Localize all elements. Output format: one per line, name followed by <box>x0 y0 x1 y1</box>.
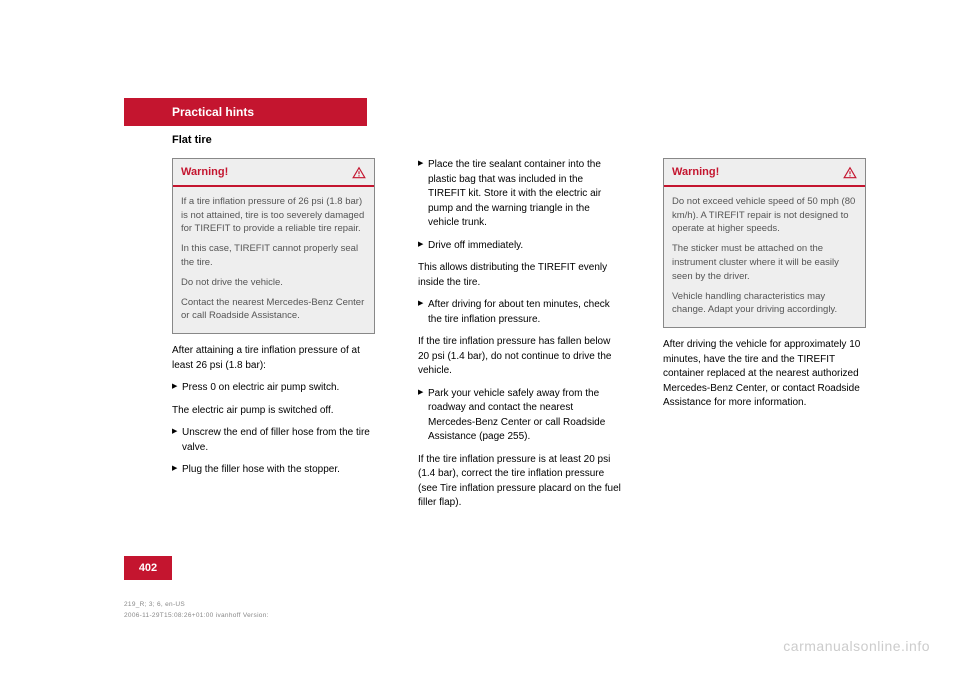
warning-text: The sticker must be attached on the inst… <box>672 242 857 283</box>
body-paragraph: After attaining a tire inflation pressur… <box>172 344 375 373</box>
warning-head: Warning! <box>173 159 374 185</box>
body-bullet: Plug the filler hose with the stopper. <box>172 463 375 478</box>
footer-line-1: 219_R; 3; 6, en-US <box>124 601 185 608</box>
warning-triangle-icon <box>843 166 857 180</box>
page-tab: Practical hints <box>124 98 367 126</box>
body-bullet: Place the tire sealant container into th… <box>418 158 621 231</box>
footer-line-2: 2006-11-29T15:08:26+01:00 ivanhoff Versi… <box>124 612 269 619</box>
warning-triangle-icon <box>352 166 366 180</box>
body-text-col2: Place the tire sealant container into th… <box>418 158 621 511</box>
warning-box-right: Warning! Do not exceed vehicle speed of … <box>663 158 866 328</box>
warning-text: Do not exceed vehicle speed of 50 mph (8… <box>672 195 857 236</box>
warning-text: Do not drive the vehicle. <box>181 276 366 290</box>
body-paragraph: This allows distributing the TIREFIT eve… <box>418 261 621 290</box>
column-3: Warning! Do not exceed vehicle speed of … <box>663 158 866 419</box>
warning-box-left: Warning! If a tire inflation pressure of… <box>172 158 375 334</box>
warning-body-right: Do not exceed vehicle speed of 50 mph (8… <box>664 187 865 327</box>
body-bullet: Drive off immediately. <box>418 239 621 254</box>
body-bullet: Press 0 on electric air pump switch. <box>172 381 375 396</box>
watermark: carmanualsonline.info <box>783 638 930 654</box>
body-paragraph: The electric air pump is switched off. <box>172 404 375 419</box>
body-text-col3: After driving the vehicle for approximat… <box>663 338 866 411</box>
warning-text: Vehicle handling characteristics may cha… <box>672 290 857 318</box>
warning-text: In this case, TIREFIT cannot properly se… <box>181 242 366 270</box>
body-paragraph: After driving the vehicle for approximat… <box>663 338 866 411</box>
warning-head: Warning! <box>664 159 865 185</box>
page-number: 402 <box>124 556 172 580</box>
body-bullet: Unscrew the end of filler hose from the … <box>172 426 375 455</box>
warning-title: Warning! <box>181 165 228 181</box>
body-paragraph: If the tire inflation pressure has falle… <box>418 335 621 379</box>
warning-text: Contact the nearest Mercedes-Benz Center… <box>181 296 366 324</box>
body-paragraph: If the tire inflation pressure is at lea… <box>418 453 621 511</box>
column-1: Warning! If a tire inflation pressure of… <box>172 158 375 486</box>
body-bullet: After driving for about ten minutes, che… <box>418 298 621 327</box>
column-2: Place the tire sealant container into th… <box>418 158 621 519</box>
warning-title: Warning! <box>672 165 719 181</box>
warning-text: If a tire inflation pressure of 26 psi (… <box>181 195 366 236</box>
section-title: Flat tire <box>172 134 212 146</box>
body-bullet: Park your vehicle safely away from the r… <box>418 387 621 445</box>
warning-body-left: If a tire inflation pressure of 26 psi (… <box>173 187 374 333</box>
body-text-col1: After attaining a tire inflation pressur… <box>172 344 375 478</box>
